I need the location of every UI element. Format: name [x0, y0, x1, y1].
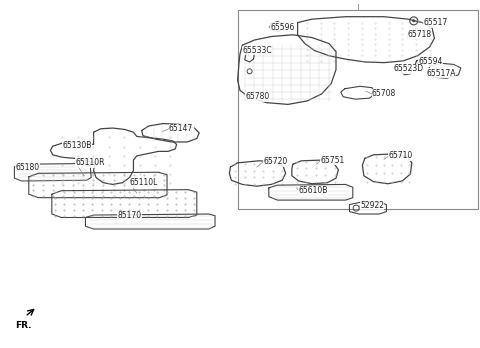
Text: 65710: 65710 — [389, 151, 413, 160]
Text: 65110R: 65110R — [76, 158, 105, 167]
Text: 85170: 85170 — [118, 211, 142, 220]
Text: 65718: 65718 — [407, 30, 431, 39]
Text: 65180: 65180 — [15, 163, 39, 172]
Text: 65596: 65596 — [270, 23, 295, 32]
Text: 65533C: 65533C — [242, 46, 272, 55]
Text: 65594: 65594 — [419, 57, 443, 66]
Circle shape — [412, 19, 415, 22]
Text: 52922: 52922 — [360, 201, 384, 210]
Text: 65147: 65147 — [169, 124, 193, 133]
Bar — [238, 10, 478, 209]
Text: 65708: 65708 — [372, 89, 396, 98]
Text: FR.: FR. — [15, 321, 32, 330]
Text: 65610B: 65610B — [299, 186, 328, 195]
Text: 65523D: 65523D — [394, 64, 424, 73]
Text: 65130B: 65130B — [62, 141, 92, 150]
Text: 65720: 65720 — [263, 157, 288, 166]
Text: 65751: 65751 — [321, 156, 345, 165]
Text: 65517A: 65517A — [426, 69, 456, 78]
Text: 65110L: 65110L — [130, 178, 158, 187]
Text: 65780: 65780 — [246, 92, 270, 101]
Text: 65517: 65517 — [423, 18, 448, 27]
Text: 65570: 65570 — [346, 0, 370, 2]
